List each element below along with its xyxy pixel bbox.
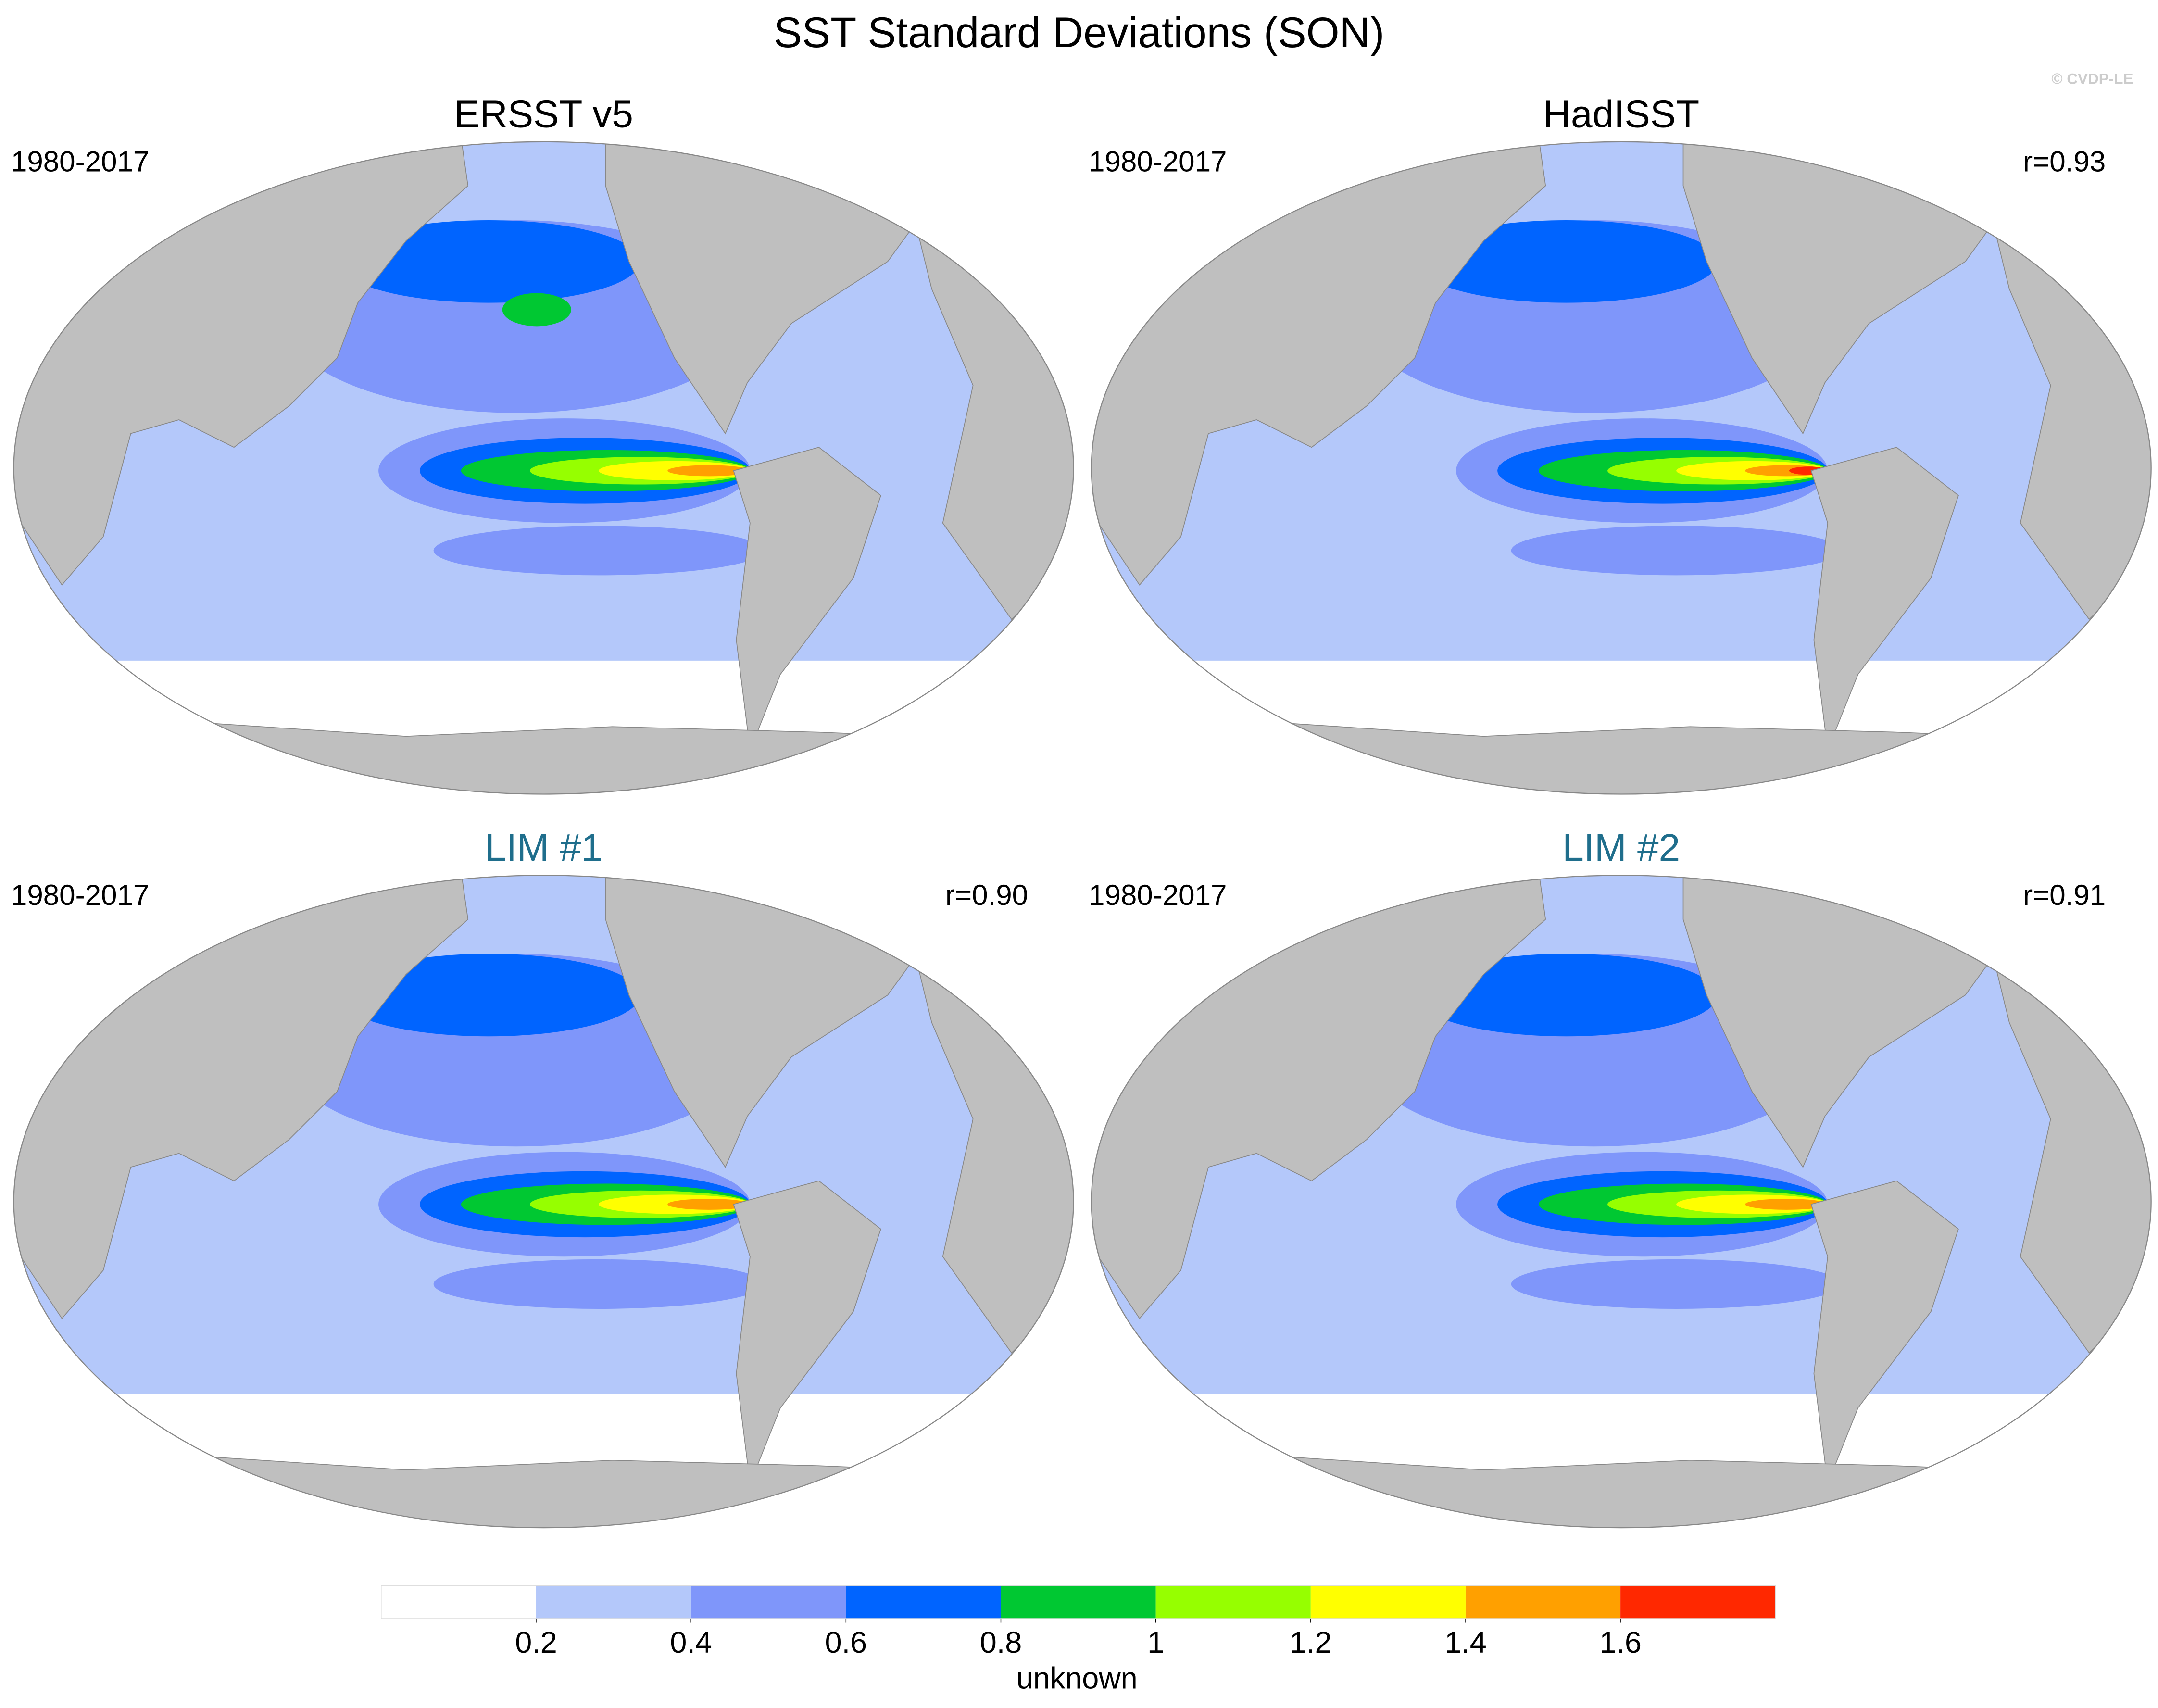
color-box <box>1620 1585 1776 1619</box>
panel-title: ERSST v5 <box>454 92 633 135</box>
map <box>13 875 1074 1529</box>
colorbar-tick-label: 0.6 <box>825 1626 867 1659</box>
ocean-region <box>667 1198 750 1210</box>
colorbar-tick-label: 0.8 <box>980 1626 1022 1659</box>
color-box <box>1465 1585 1621 1619</box>
period-label: 1980-2017 <box>1089 879 1227 911</box>
land <box>1810 447 1959 751</box>
figure-title: SST Standard Deviations (SON) <box>774 9 1385 56</box>
color-box <box>846 1585 1001 1619</box>
land <box>13 722 1074 794</box>
map <box>13 141 1074 795</box>
map-fields <box>13 141 1074 794</box>
colorbar-tick-label: 1.6 <box>1599 1626 1642 1659</box>
map-outline <box>13 141 1074 795</box>
colorbar-tick-label: 1 <box>1147 1626 1164 1659</box>
map <box>1091 141 2152 795</box>
period-label: 1980-2017 <box>11 145 149 177</box>
ocean-region <box>1511 526 1842 576</box>
colorbar-tick-label: 0.4 <box>670 1626 712 1659</box>
colorbar-tick-label: 0.2 <box>515 1626 557 1659</box>
land <box>13 1456 1074 1528</box>
map-outline <box>1091 875 2152 1529</box>
map-outline <box>13 875 1074 1529</box>
color-box <box>1310 1585 1466 1619</box>
ocean-region <box>1511 1259 1842 1309</box>
map-fields <box>13 875 1074 1528</box>
colorbar-tick-label: 1.2 <box>1290 1626 1332 1659</box>
map <box>1091 875 2152 1529</box>
color-box <box>691 1585 846 1619</box>
panel-title: LIM #1 <box>485 826 602 869</box>
map-fields <box>1091 141 2151 794</box>
map-outline <box>1091 141 2152 795</box>
ocean-region <box>433 526 764 576</box>
correlation-label: r=0.90 <box>945 879 1028 911</box>
ocean-region <box>337 220 640 303</box>
ocean-region <box>1745 1198 1828 1210</box>
panel-title: LIM #2 <box>1562 826 1680 869</box>
land <box>1091 722 2151 794</box>
colorbar-tick-label: 1.4 <box>1444 1626 1487 1659</box>
ocean-region <box>433 1259 764 1309</box>
colorbar-label: unknown <box>1016 1661 1138 1695</box>
ocean-region <box>1415 954 1718 1037</box>
land <box>733 1180 881 1484</box>
correlation-label: r=0.91 <box>2023 879 2106 911</box>
map-fields <box>1091 875 2151 1528</box>
watermark: © CVDP-LE <box>2051 70 2133 87</box>
ocean-region <box>667 465 750 477</box>
ocean-region <box>337 954 640 1037</box>
color-box <box>1001 1585 1156 1619</box>
period-label: 1980-2017 <box>1089 145 1227 177</box>
correlation-label: r=0.93 <box>2023 145 2106 177</box>
color-box <box>536 1585 691 1619</box>
color-box <box>1155 1585 1311 1619</box>
color-box <box>381 1585 537 1619</box>
panel-title: HadISST <box>1543 92 1699 135</box>
land <box>1091 1456 2151 1528</box>
colorbar-frame <box>381 1585 1776 1619</box>
land <box>1810 1180 1959 1484</box>
ocean-region <box>502 293 571 327</box>
period-label: 1980-2017 <box>11 879 149 911</box>
ocean-region <box>1415 220 1718 303</box>
land <box>733 447 881 751</box>
